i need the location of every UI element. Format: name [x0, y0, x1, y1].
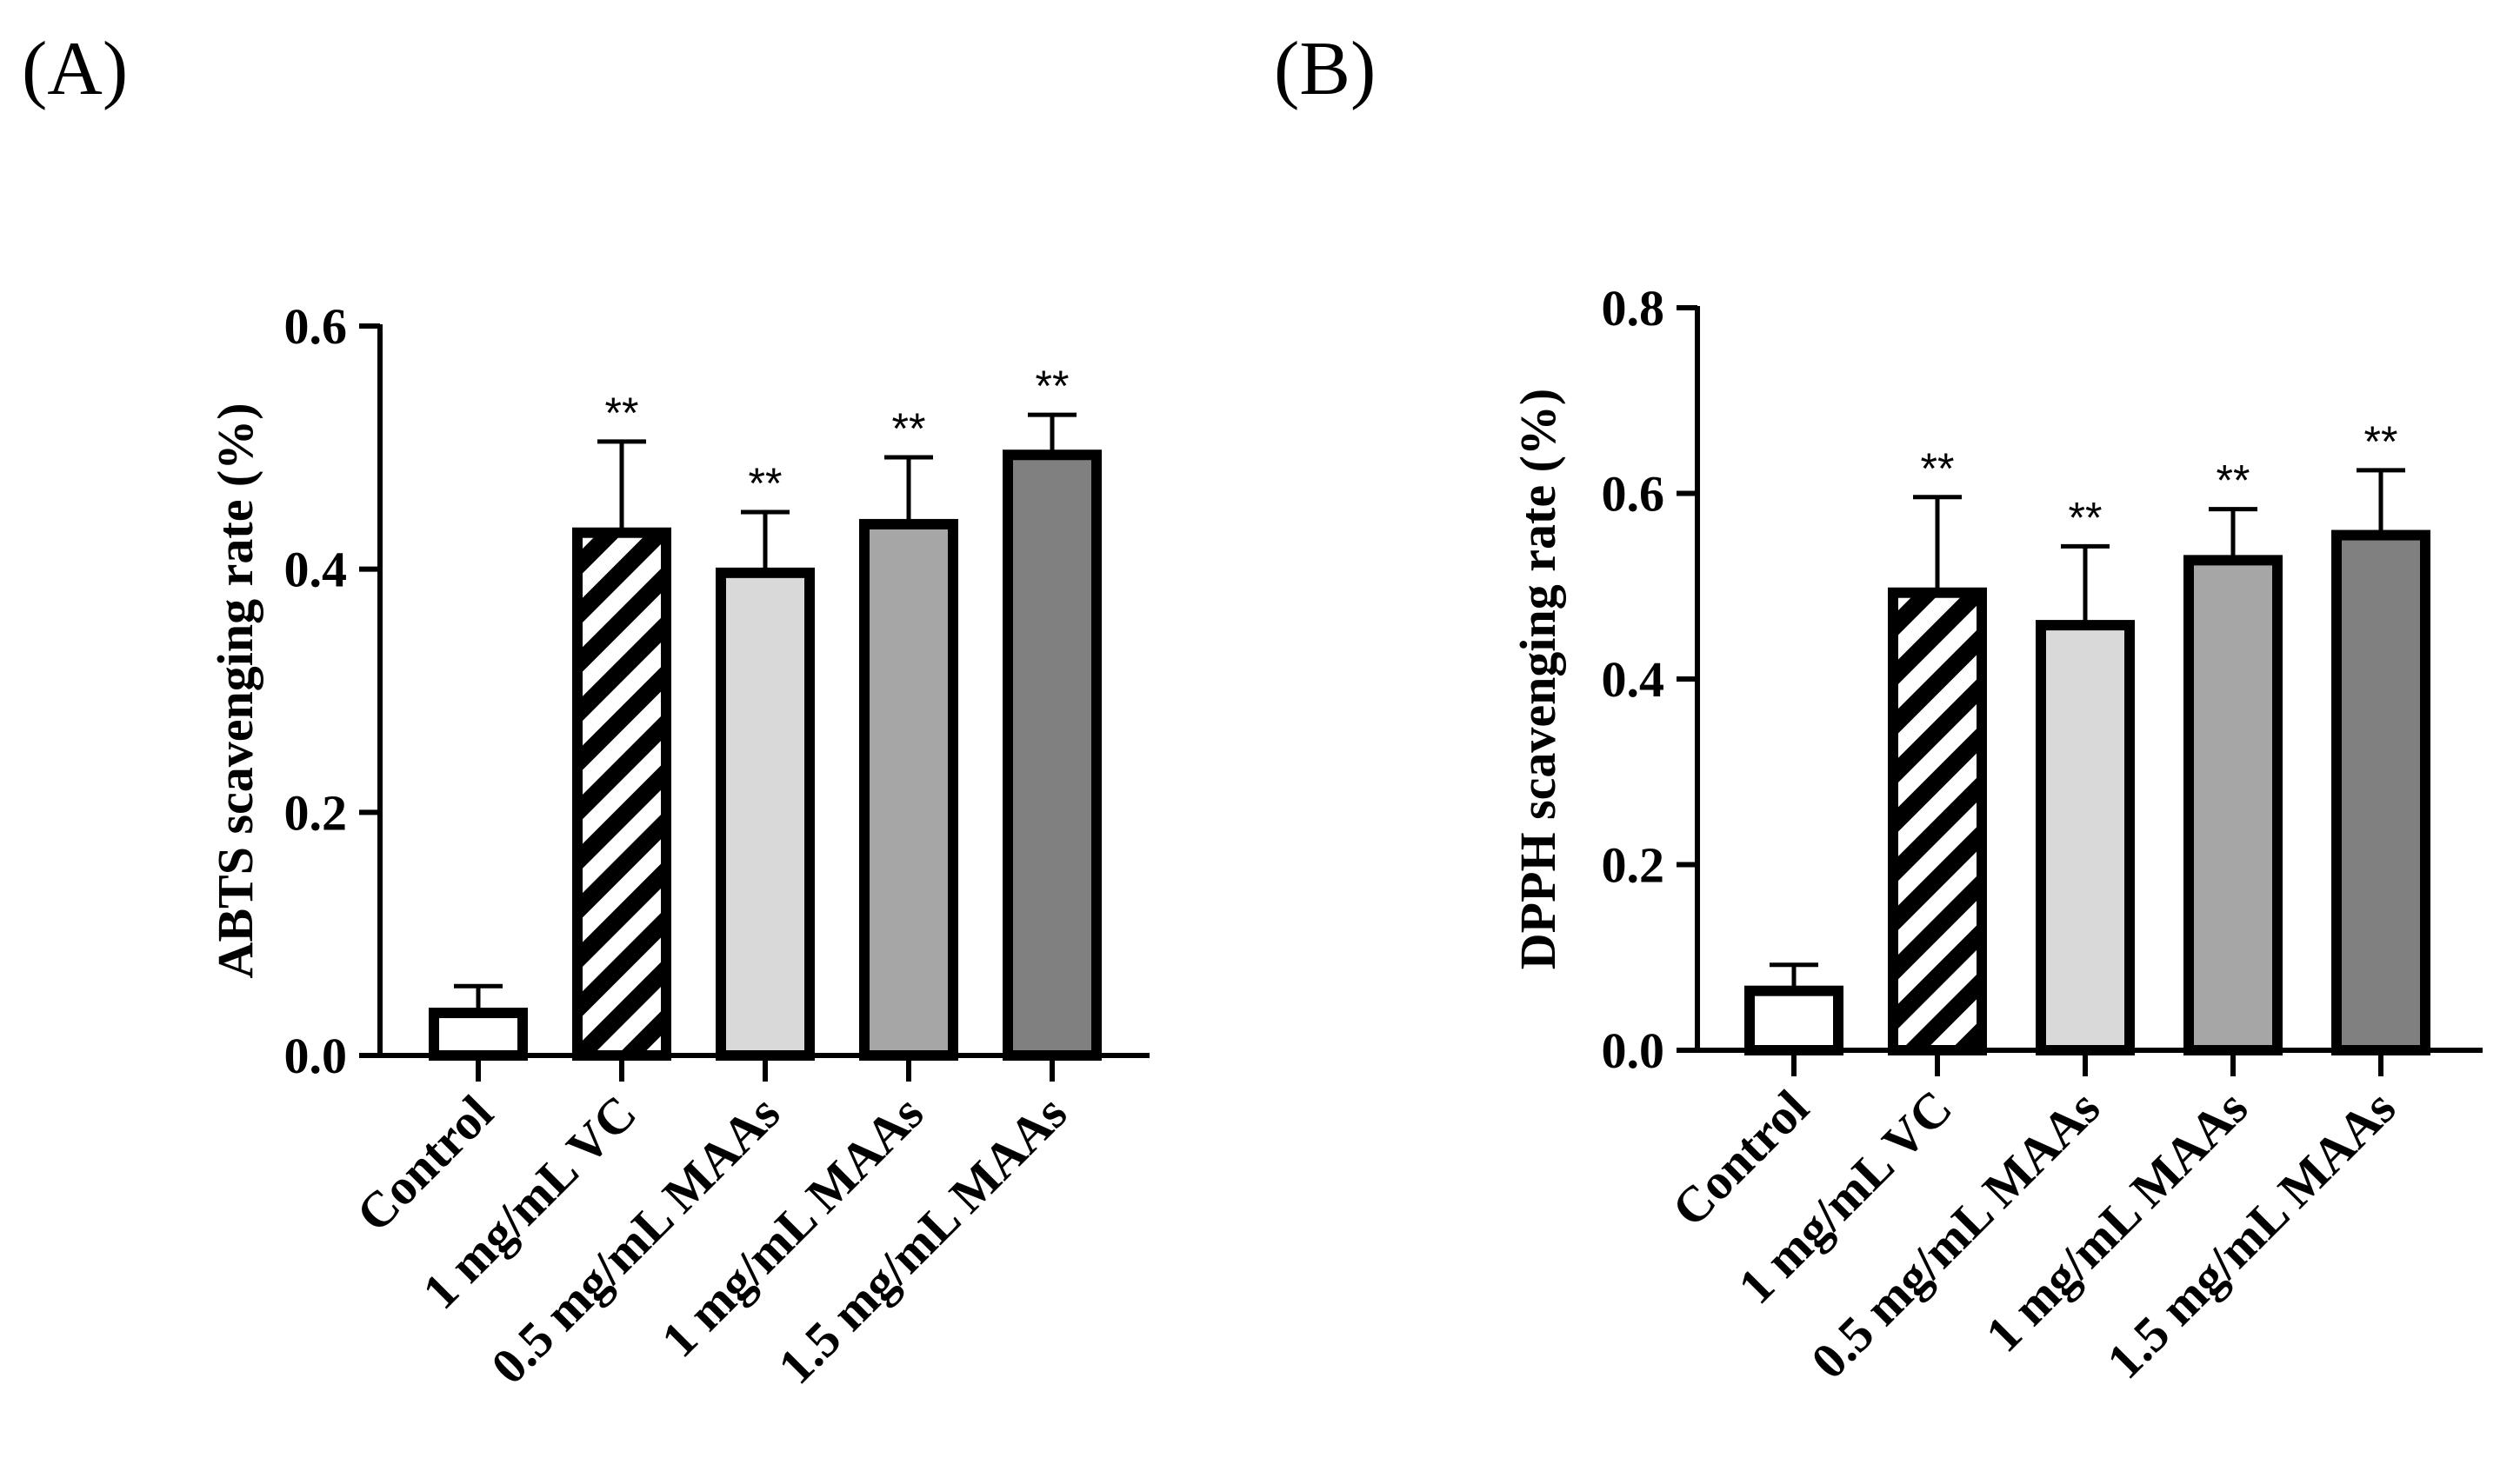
y-tick-label: 0.6: [1602, 466, 1665, 523]
category-label: 1 mg/mL MAAs: [1975, 1079, 2258, 1362]
bar: [716, 567, 815, 1061]
significance-label: **: [1036, 362, 1070, 410]
bar: [1003, 449, 1102, 1061]
bar: [859, 518, 958, 1061]
y-tick-label: 0.4: [1602, 651, 1665, 708]
category-label: 1 mg/mL MAAs: [650, 1084, 934, 1368]
significance-label: **: [2364, 417, 2398, 466]
significance-label: **: [605, 389, 639, 437]
significance-label: **: [1921, 444, 1955, 493]
y-tick-label: 0.2: [284, 784, 348, 841]
panel-a-abts-chart: (A) ABTS scavenging rate (%) 0.0 0.2 0.4 0.…: [22, 27, 1150, 1395]
y-tick-label: 0.8: [1602, 280, 1665, 336]
bar: [429, 1008, 528, 1062]
y-tick-label: 0.6: [284, 298, 348, 355]
bar: [2183, 555, 2283, 1055]
panel-b-dpph-chart: (B) DPPH scavenging rate (%) 0.0 0.2 0.4 0.…: [1274, 27, 2483, 1389]
y-tick-label: 0.0: [284, 1028, 348, 1084]
significance-label: **: [749, 459, 783, 508]
y-tick-label: 0.4: [284, 542, 348, 598]
y-axis-title: ABTS scavenging rate (%): [207, 403, 263, 978]
bar: [1888, 587, 1987, 1055]
y-axis-title: DPPH scavenging rate (%): [1510, 389, 1566, 969]
panel-label-a: (A): [22, 27, 128, 111]
bar: [2036, 620, 2135, 1056]
significance-label: **: [2217, 456, 2250, 505]
bar: [572, 527, 671, 1061]
significance-label: **: [2069, 493, 2103, 542]
y-tick-label: 0.0: [1602, 1022, 1665, 1079]
bar: [1744, 985, 1843, 1056]
significance-label: **: [892, 404, 926, 453]
bar: [2331, 529, 2430, 1055]
y-tick-label: 0.2: [1602, 837, 1665, 894]
panel-label-b: (B): [1274, 27, 1376, 111]
